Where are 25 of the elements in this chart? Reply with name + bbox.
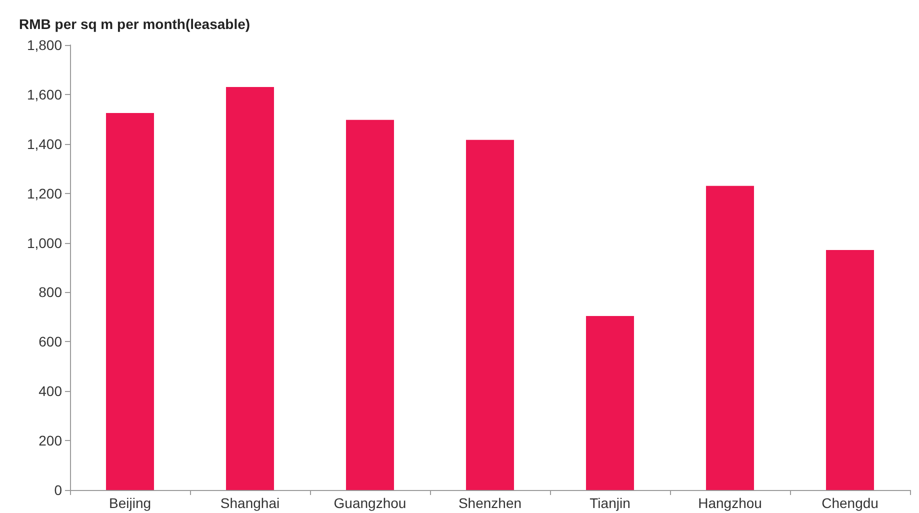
x-tick-label: Hangzhou bbox=[698, 495, 762, 511]
bar bbox=[226, 87, 274, 490]
bar bbox=[346, 120, 394, 490]
y-tick-label: 0 bbox=[54, 482, 62, 498]
x-tick-label: Beijing bbox=[108, 495, 152, 511]
y-tick-label: 400 bbox=[38, 383, 62, 400]
y-tick-label: 1,800 bbox=[26, 37, 62, 53]
y-tick-label: 600 bbox=[38, 334, 62, 350]
y-tick-label: 800 bbox=[38, 284, 62, 300]
x-tick-label: Guangzhou bbox=[334, 495, 406, 511]
x-tick-label: Shanghai bbox=[220, 495, 280, 511]
x-tick-label: Chengdu bbox=[822, 495, 878, 511]
y-tick-label: 1,000 bbox=[26, 234, 62, 251]
bar bbox=[826, 250, 874, 490]
y-tick-label: 200 bbox=[38, 432, 62, 449]
y-axis-title: RMB per sq m per month(leasable) bbox=[19, 16, 250, 32]
bar bbox=[706, 186, 754, 490]
x-tick-label: Shenzhen bbox=[458, 495, 522, 511]
y-tick-label: 1,600 bbox=[26, 86, 62, 102]
bar bbox=[106, 112, 154, 490]
bar bbox=[466, 140, 514, 490]
x-tick-label: Tianjin bbox=[590, 495, 630, 511]
bar bbox=[586, 316, 634, 490]
y-tick-label: 1,200 bbox=[26, 185, 62, 202]
y-tick-label: 1,400 bbox=[26, 136, 62, 152]
